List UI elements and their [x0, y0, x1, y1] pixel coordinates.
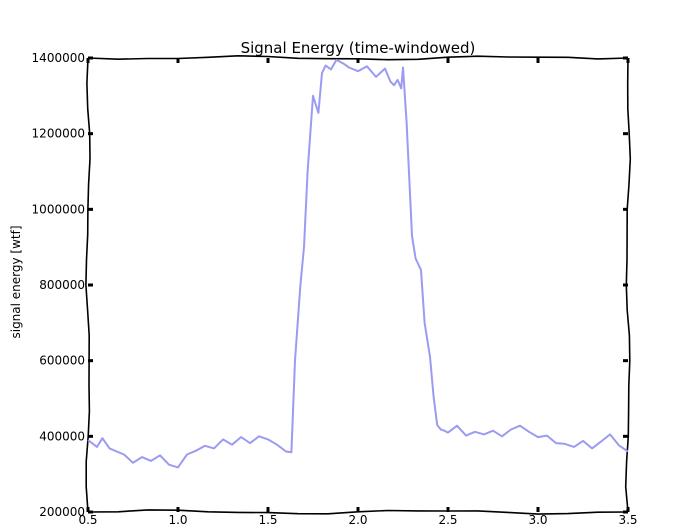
x-tick-label: 3.0 [528, 513, 547, 525]
y-tick-label: 800000 [39, 278, 85, 292]
x-tick-label: 1.5 [258, 513, 277, 525]
y-tick-label: 600000 [39, 354, 85, 368]
x-tick-label: 2.5 [438, 513, 457, 525]
series-line [87, 58, 629, 469]
chart-title: Signal Energy (time-windowed) [241, 39, 476, 57]
x-tick-label: 0.5 [78, 513, 97, 525]
y-tick-label: 1000000 [32, 202, 85, 216]
x-tick-label: 1.0 [168, 513, 187, 525]
y-axis: 200000 400000 600000 800000 1000000 1200000 14… [32, 51, 628, 519]
y-tick-label: 1400000 [32, 51, 85, 65]
x-axis: 0.5 1.0 1.5 2.0 2.5 3.0 3.5 [78, 58, 638, 525]
x-tick-label: 2.0 [348, 513, 367, 525]
y-axis-label: signal energy [wtf] [9, 225, 23, 338]
x-tick-label: 3.5 [618, 513, 637, 525]
series-group [87, 58, 629, 469]
y-tick-label: 1200000 [32, 127, 85, 141]
y-tick-label: 400000 [39, 429, 85, 443]
y-tick-label: 200000 [39, 505, 85, 519]
plot-frame [85, 55, 632, 515]
